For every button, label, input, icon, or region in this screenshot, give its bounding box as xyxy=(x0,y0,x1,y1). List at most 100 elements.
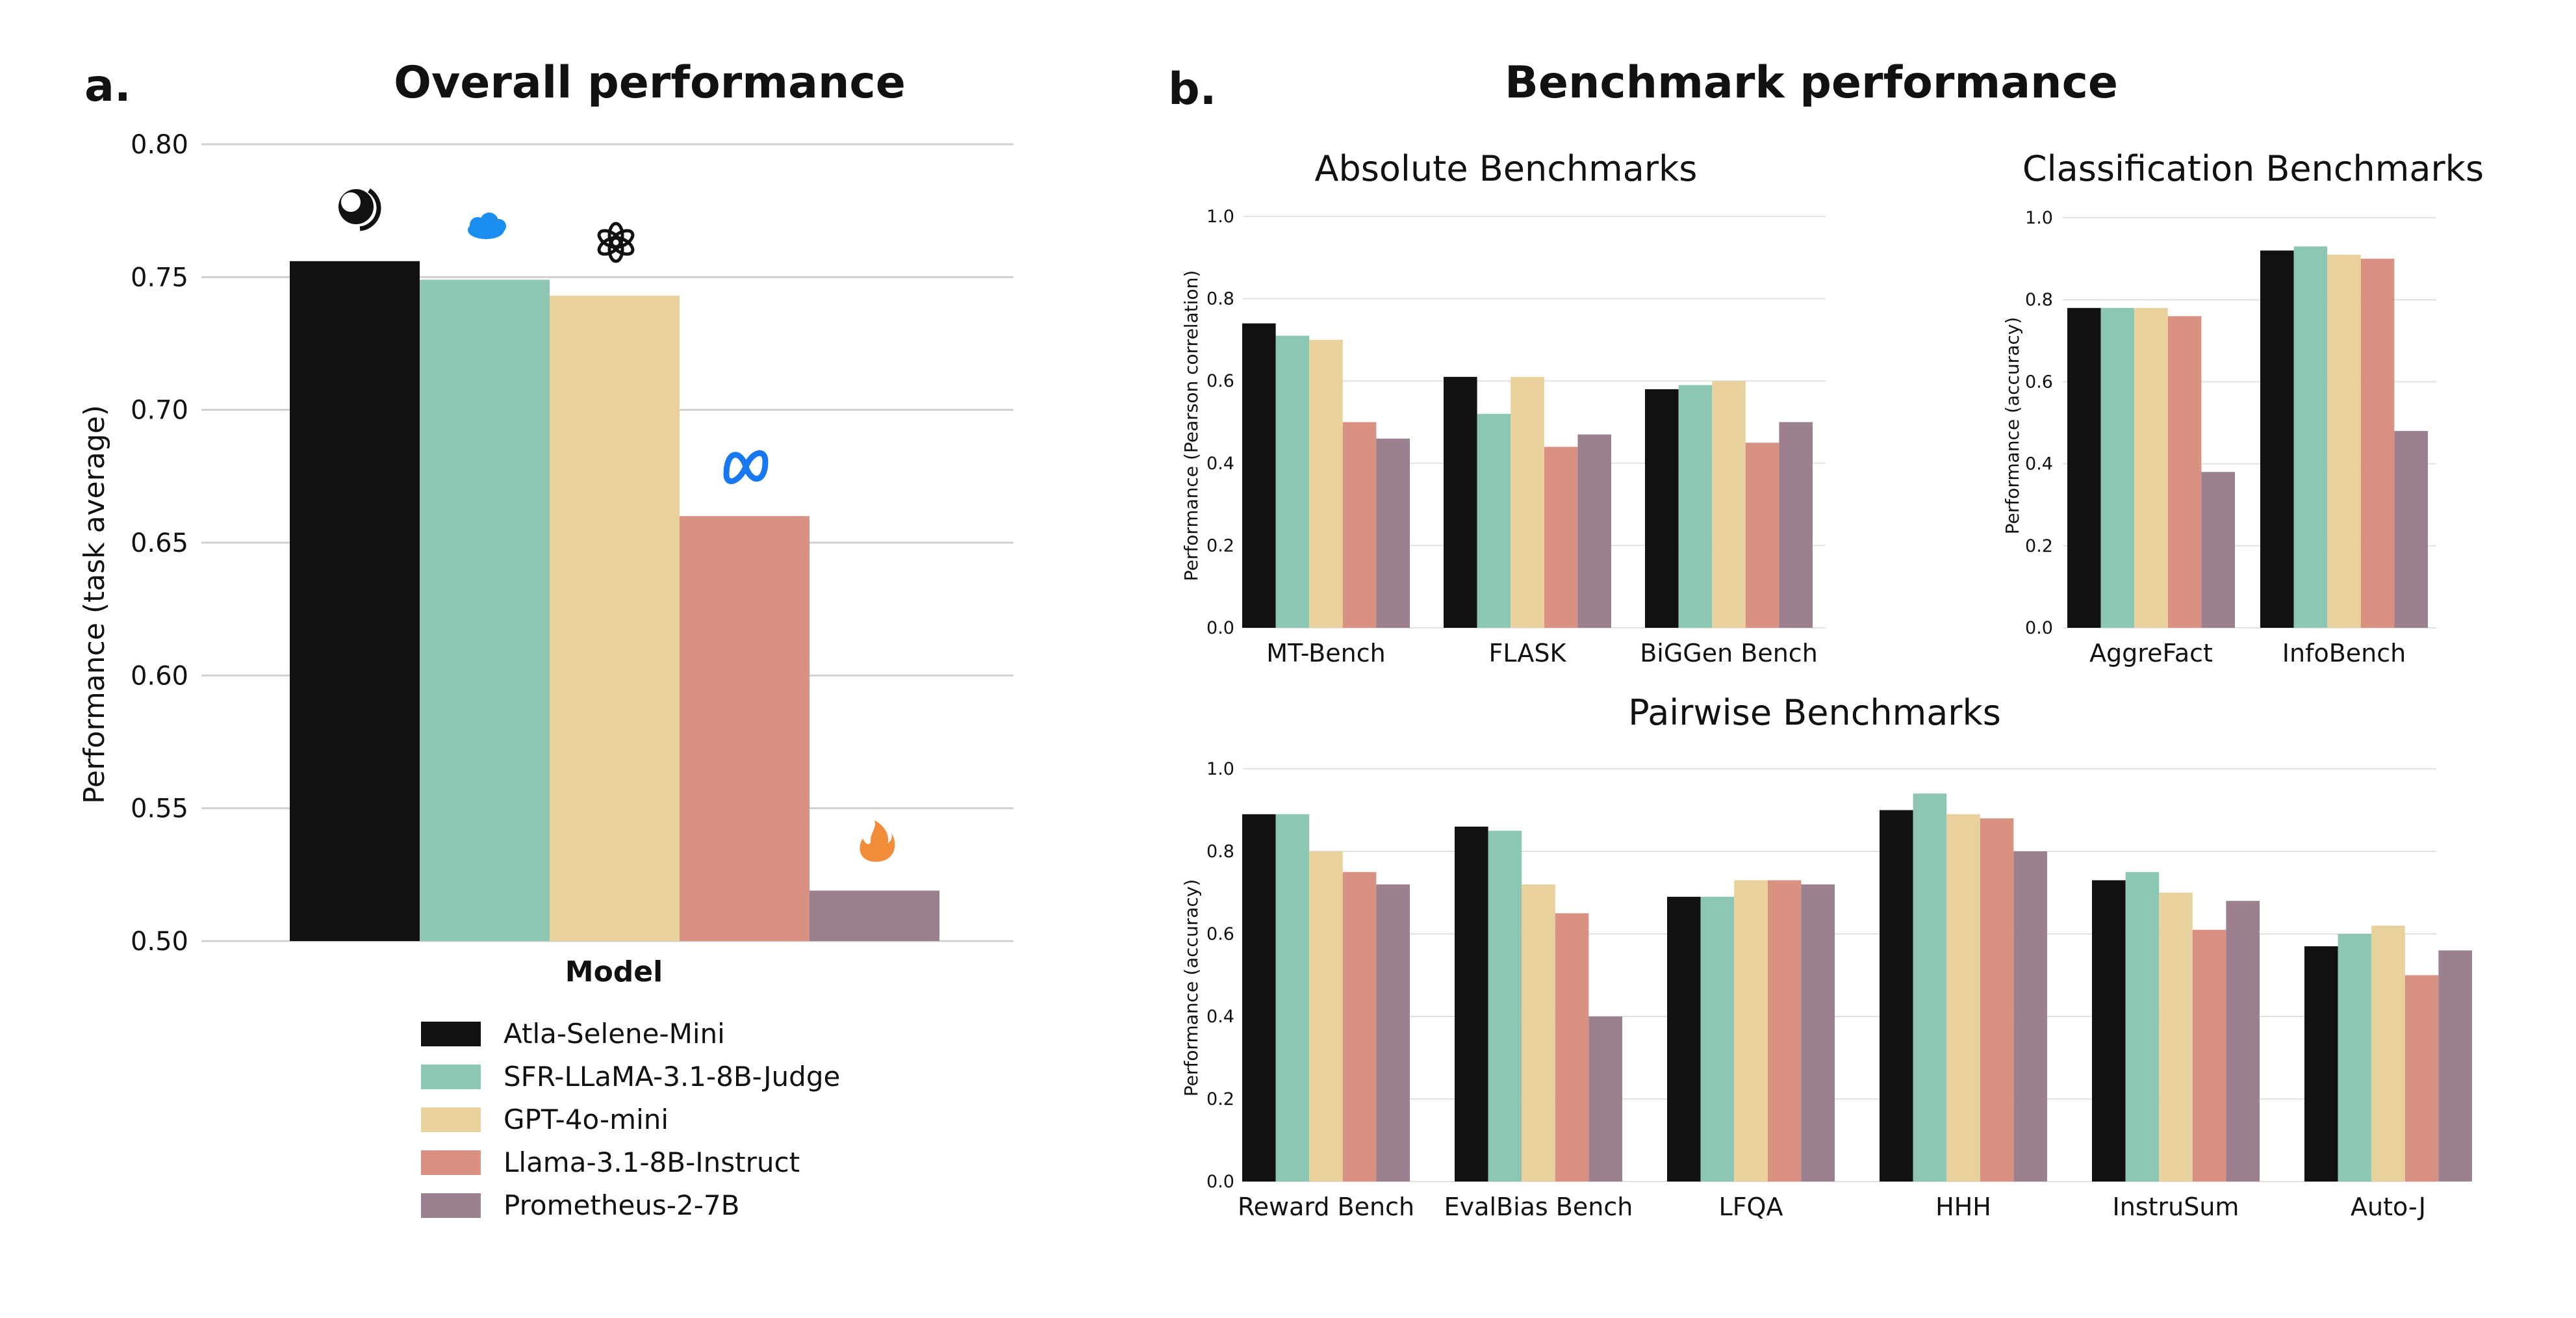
pairwise-bar-auto-j-sfr-llama-3-1-8b-judge xyxy=(2338,934,2372,1182)
overall-bar-atla-selene-mini xyxy=(290,261,420,941)
pairwise-bar-instrusum-prometheus-2-7b xyxy=(2226,901,2260,1182)
classification-y-tick-label: 0.4 xyxy=(2025,454,2053,474)
legend-label-atla: Atla-Selene-Mini xyxy=(504,1018,725,1050)
absolute-y-tick-label: 0.4 xyxy=(1206,454,1234,474)
pairwise-category-label: HHH xyxy=(1935,1193,1991,1221)
pairwise-bar-auto-j-atla-selene-mini xyxy=(2304,946,2338,1182)
pairwise-bar-reward-bench-atla-selene-mini xyxy=(1242,814,1276,1182)
absolute-bar-biggen-bench-prometheus-2-7b xyxy=(1779,422,1813,628)
classification-bar-aggrefact-prometheus-2-7b xyxy=(2201,472,2235,628)
absolute-y-tick-label: 0.6 xyxy=(1206,371,1234,391)
overall-y-tick-label: 0.65 xyxy=(131,528,188,558)
overall-y-tick-label: 0.80 xyxy=(131,130,188,160)
pairwise-category-label: EvalBias Bench xyxy=(1444,1193,1633,1221)
pairwise-benchmarks-title: Pairwise Benchmarks xyxy=(1628,692,2001,733)
absolute-bar-biggen-bench-sfr-llama-3-1-8b-judge xyxy=(1678,385,1713,628)
atla-logo-icon xyxy=(338,188,381,231)
pairwise-bar-reward-bench-sfr-llama-3-1-8b-judge xyxy=(1275,814,1310,1182)
classification-category-label: InfoBench xyxy=(2282,639,2406,667)
absolute-category-label: BiGGen Bench xyxy=(1640,639,1818,667)
classification-bar-aggrefact-gpt-4o-mini xyxy=(2134,307,2168,628)
overall-performance-chart: 0.50 0.55 0.60 0.65 0.70 0.75 0.80 xyxy=(131,130,1014,957)
absolute-bar-flask-llama-3-1-8b-instruct xyxy=(1544,446,1578,628)
overall-x-axis-label: Model xyxy=(565,955,663,988)
absolute-bar-flask-prometheus-2-7b xyxy=(1577,434,1611,628)
absolute-category-label: FLASK xyxy=(1489,639,1567,667)
classification-bar-infobench-gpt-4o-mini xyxy=(2327,254,2361,628)
absolute-y-tick-label: 0.2 xyxy=(1206,536,1234,556)
legend-label-gpt: GPT-4o-mini xyxy=(504,1104,669,1135)
pairwise-category-label: LFQA xyxy=(1719,1193,1783,1221)
pairwise-bar-auto-j-gpt-4o-mini xyxy=(2371,925,2405,1182)
pairwise-bar-instrusum-gpt-4o-mini xyxy=(2159,892,2193,1182)
pairwise-bar-hhh-llama-3-1-8b-instruct xyxy=(1980,818,2014,1182)
overall-bar-sfr-llama-3-1-8b-judge xyxy=(420,279,550,941)
classification-bar-aggrefact-llama-3-1-8b-instruct xyxy=(2167,316,2202,628)
pairwise-y-axis-label: Performance (accuracy) xyxy=(1180,879,1202,1097)
absolute-bar-biggen-bench-llama-3-1-8b-instruct xyxy=(1745,443,1779,628)
pairwise-y-tick-label: 0.6 xyxy=(1206,924,1234,944)
pairwise-bar-evalbias-bench-gpt-4o-mini xyxy=(1522,884,1555,1182)
pairwise-bar-hhh-atla-selene-mini xyxy=(1880,810,1913,1182)
pairwise-bar-hhh-prometheus-2-7b xyxy=(2013,851,2047,1182)
absolute-bar-mt-bench-sfr-llama-3-1-8b-judge xyxy=(1275,335,1310,628)
absolute-bar-mt-bench-atla-selene-mini xyxy=(1242,323,1276,628)
pairwise-bar-reward-bench-prometheus-2-7b xyxy=(1376,884,1410,1182)
pairwise-bar-evalbias-bench-llama-3-1-8b-instruct xyxy=(1555,913,1589,1182)
classification-bar-aggrefact-sfr-llama-3-1-8b-judge xyxy=(2100,307,2135,628)
absolute-y-axis-label: Performance (Pearson correlation) xyxy=(1180,270,1202,582)
overall-y-tick-label: 0.60 xyxy=(131,661,188,691)
pairwise-y-tick-label: 0.2 xyxy=(1206,1089,1234,1109)
legend-swatch-prometheus xyxy=(421,1193,481,1218)
overall-y-tick-label: 0.55 xyxy=(131,794,188,824)
pairwise-bar-hhh-gpt-4o-mini xyxy=(1946,814,1980,1182)
absolute-bar-mt-bench-gpt-4o-mini xyxy=(1309,339,1343,628)
classification-bar-infobench-atla-selene-mini xyxy=(2260,250,2294,628)
classification-bar-aggrefact-atla-selene-mini xyxy=(2067,307,2101,628)
benchmark-performance-title: Benchmark performance xyxy=(1505,57,2118,109)
overall-y-tick-label: 0.50 xyxy=(131,927,188,957)
classification-y-axis-label: Performance (accuracy) xyxy=(2002,317,2023,535)
overall-bar-llama-3-1-8b-instruct xyxy=(680,516,810,941)
legend-label-prometheus: Prometheus-2-7B xyxy=(504,1189,739,1221)
classification-bar-infobench-sfr-llama-3-1-8b-judge xyxy=(2293,246,2328,628)
absolute-bar-flask-gpt-4o-mini xyxy=(1511,376,1544,628)
pairwise-y-tick-label: 1.0 xyxy=(1206,759,1234,779)
overall-y-axis-label: Performance (task average) xyxy=(78,405,111,804)
legend-swatch-atla xyxy=(421,1022,481,1046)
pairwise-bar-lfqa-sfr-llama-3-1-8b-judge xyxy=(1700,896,1735,1182)
overall-bar-gpt-4o-mini xyxy=(550,295,680,941)
legend-label-llama: Llama-3.1-8B-Instruct xyxy=(504,1146,800,1178)
classification-bar-infobench-prometheus-2-7b xyxy=(2394,431,2428,628)
pairwise-category-label: Auto-J xyxy=(2351,1193,2426,1221)
pairwise-bar-lfqa-llama-3-1-8b-instruct xyxy=(1767,880,1802,1182)
legend-swatch-gpt xyxy=(421,1107,481,1132)
pairwise-y-tick-label: 0.0 xyxy=(1206,1172,1234,1192)
pairwise-bar-hhh-sfr-llama-3-1-8b-judge xyxy=(1913,794,1947,1182)
classification-y-tick-label: 0.8 xyxy=(2025,290,2053,310)
pairwise-bar-lfqa-gpt-4o-mini xyxy=(1734,880,1768,1182)
pairwise-y-tick-label: 0.8 xyxy=(1206,842,1234,862)
pairwise-bar-instrusum-sfr-llama-3-1-8b-judge xyxy=(2125,872,2160,1182)
legend: Atla-Selene-Mini SFR-LLaMA-3.1-8B-Judge … xyxy=(421,1018,840,1221)
legend-label-sfr: SFR-LLaMA-3.1-8B-Judge xyxy=(504,1061,840,1092)
absolute-bar-flask-sfr-llama-3-1-8b-judge xyxy=(1477,413,1511,628)
pairwise-benchmarks-chart: 0.0 0.2 0.4 0.6 0.8 1.0 Reward Bench EvalBias B… xyxy=(1206,759,2472,1221)
pairwise-bar-instrusum-atla-selene-mini xyxy=(2092,880,2126,1182)
pairwise-bar-lfqa-prometheus-2-7b xyxy=(1801,884,1835,1182)
absolute-y-tick-label: 0.0 xyxy=(1206,618,1234,638)
overall-bar-prometheus-2-7b xyxy=(810,890,939,941)
salesforce-logo-icon xyxy=(468,213,506,239)
meta-logo-icon xyxy=(723,450,769,484)
pairwise-category-label: InstruSum xyxy=(2113,1193,2239,1221)
absolute-bar-biggen-bench-atla-selene-mini xyxy=(1645,389,1679,628)
classification-benchmarks-chart: 0.0 0.2 0.4 0.6 0.8 1.0 AggreFact InfoBench xyxy=(2025,208,2436,667)
pairwise-bar-auto-j-llama-3-1-8b-instruct xyxy=(2404,975,2439,1182)
pairwise-bar-evalbias-bench-sfr-llama-3-1-8b-judge xyxy=(1488,831,1522,1182)
absolute-y-tick-label: 0.8 xyxy=(1206,289,1234,309)
absolute-bar-biggen-bench-gpt-4o-mini xyxy=(1712,381,1746,628)
absolute-bar-mt-bench-prometheus-2-7b xyxy=(1376,438,1410,628)
classification-y-tick-label: 0.2 xyxy=(2025,536,2053,556)
panel-label-b: b. xyxy=(1168,64,1217,115)
